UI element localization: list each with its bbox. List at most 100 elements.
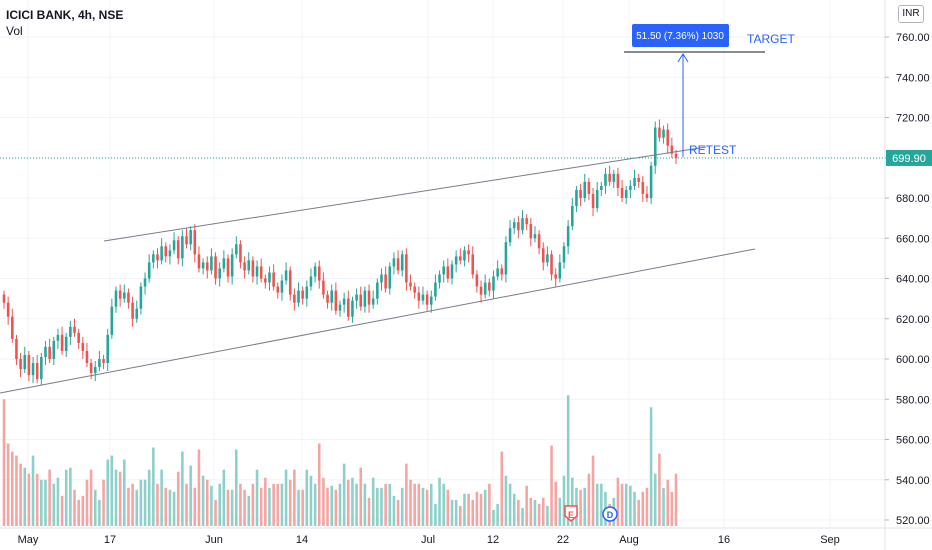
candle-body: [222, 258, 226, 269]
candle-body: [417, 292, 421, 301]
volume-bar: [438, 477, 441, 526]
volume-bar: [35, 473, 39, 526]
candle-body: [305, 286, 309, 299]
candle-body: [434, 282, 437, 297]
candle-body: [376, 282, 379, 299]
volume-bar: [27, 473, 31, 526]
candle-body: [15, 338, 18, 359]
x-tick-label: 14: [296, 534, 308, 546]
volume-bar: [264, 477, 267, 526]
x-tick-label: Jun: [205, 534, 223, 546]
candle-body: [326, 294, 329, 303]
symbol-title: ICICI BANK, 4h, NSE: [6, 8, 124, 22]
candle-body: [380, 274, 383, 283]
volume-bar: [255, 469, 259, 526]
candle-body: [604, 173, 607, 186]
candle-body: [77, 332, 80, 343]
candle-body: [135, 308, 139, 319]
candle-body: [488, 282, 491, 291]
volume-bar: [15, 455, 18, 526]
volume-bar: [512, 493, 516, 526]
volume-bar: [226, 489, 230, 526]
candle-body: [583, 181, 587, 198]
volume-bar: [284, 469, 288, 526]
candle-body: [214, 256, 217, 279]
volume-bar: [110, 455, 114, 526]
candle-body: [633, 177, 636, 186]
y-tick-label: 600.00: [896, 354, 930, 366]
volume-bar: [305, 469, 309, 526]
volume-bar: [392, 495, 396, 526]
candle-body: [525, 218, 528, 225]
volume-bar: [205, 479, 209, 526]
dividend-event-icon[interactable]: [602, 506, 618, 522]
volume-bar: [371, 477, 375, 526]
candle-body: [131, 302, 134, 319]
measure-box-text: 51.50 (7.36%) 1030: [636, 31, 724, 42]
currency-button[interactable]: INR: [898, 5, 924, 23]
candle-body: [2, 294, 6, 303]
candle-body: [23, 354, 27, 370]
volume-bar: [579, 489, 582, 526]
volume-bar: [259, 487, 263, 526]
volume-bar: [56, 477, 60, 526]
candle-body: [459, 256, 462, 261]
volume-bar: [413, 483, 416, 526]
volume-bar: [69, 467, 72, 526]
volume-bar: [89, 469, 93, 526]
volume-bar: [483, 489, 487, 526]
x-tick-label: Sep: [820, 534, 840, 546]
candle-body: [641, 181, 645, 194]
candle-body: [48, 346, 51, 359]
volume-bar: [214, 499, 217, 526]
candle-body: [620, 187, 624, 198]
candle-body: [147, 262, 151, 279]
candle-body: [98, 359, 101, 368]
earnings-event-icon[interactable]: [564, 505, 578, 522]
volume-bar: [317, 443, 321, 526]
volume-bar: [674, 473, 678, 526]
y-tick-label: 620.00: [896, 314, 930, 326]
volume-bar: [268, 487, 271, 526]
volume-bar: [496, 503, 499, 526]
candle-body: [595, 189, 599, 209]
candle-body: [168, 250, 172, 257]
volume-indicator-label: Vol: [6, 24, 23, 38]
volume-bar: [31, 455, 35, 526]
volume-bar: [60, 495, 64, 526]
candle-body: [396, 258, 400, 271]
candle-body: [475, 274, 479, 287]
price-axis[interactable]: [885, 0, 932, 550]
x-tick-label: Aug: [619, 534, 639, 546]
volume-bar: [48, 469, 51, 526]
candle-body: [40, 356, 43, 380]
candle-body: [467, 250, 470, 255]
channel-lower-trendline[interactable]: [0, 248, 756, 394]
volume-bar: [467, 493, 470, 526]
candle-body: [355, 294, 358, 301]
y-tick-label: 580.00: [896, 394, 930, 406]
volume-bar: [421, 487, 425, 526]
candle-body: [264, 278, 267, 283]
candle-body: [118, 290, 122, 299]
volume-bar: [388, 483, 392, 526]
candle-body: [201, 262, 205, 269]
measure-arrow-head-icon: [677, 53, 689, 63]
volume-bar: [93, 489, 97, 526]
channel-upper-trendline[interactable]: [103, 146, 707, 242]
candle-body: [558, 262, 562, 279]
volume-bar: [52, 483, 56, 526]
volume-bar: [533, 499, 537, 526]
volume-bar: [645, 487, 649, 526]
candle-body: [280, 280, 284, 293]
candle-body: [197, 254, 201, 269]
candle-body: [60, 334, 64, 351]
candle-body: [44, 346, 47, 357]
candle-body: [338, 304, 342, 311]
y-tick-label: 560.00: [896, 435, 930, 447]
candle-body: [56, 334, 60, 341]
candle-body: [471, 254, 475, 275]
volume-bar: [376, 487, 379, 526]
x-tick-label: 12: [487, 534, 499, 546]
